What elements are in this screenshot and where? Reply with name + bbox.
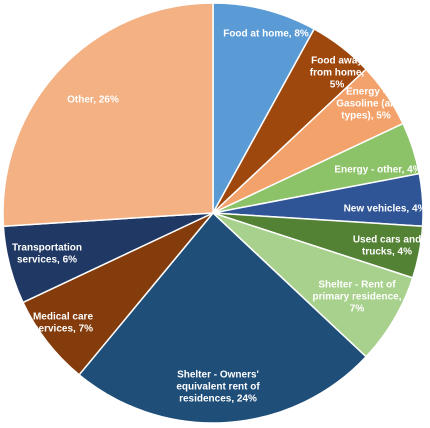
pie-slice-other — [2, 2, 214, 227]
pie-label-food-away-from-home: Food away from home, 5% — [310, 56, 365, 91]
pie-slice-food-at-home — [212, 2, 316, 214]
pie-slices — [2, 2, 424, 424]
pie-labels: Food at home, 8%Food away from home, 5%Ene… — [12, 29, 427, 405]
pie-label-new-vehicles: New vehicles, 4% — [344, 204, 427, 215]
pie-label-energy-other: Energy - other, 4% — [334, 165, 421, 176]
pie-label-food-at-home: Food at home, 8% — [223, 29, 309, 40]
pie-label-energy-gasoline-all-types: Energy -Gasoline (all types), 5% — [336, 87, 396, 122]
pie-label-shelter-rent-of-primary-residence: Shelter - Rent of primary residence, 7% — [313, 280, 402, 315]
pie-label-shelter-owners-equivalent-rent-of-residences: Shelter - Owners' equivalent rent of resid… — [176, 370, 260, 405]
pie-label-used-cars-and-trucks: Used cars and trucks, 4% — [353, 235, 421, 258]
pie-slice-shelter-owners-equivalent-rent-of-residences — [78, 211, 368, 424]
pie-label-medical-care-services: Medical care services, 7% — [33, 312, 93, 335]
pie-label-other: Other, 26% — [67, 95, 119, 106]
pie-label-transportation-services: Transportation services, 6% — [12, 243, 82, 266]
